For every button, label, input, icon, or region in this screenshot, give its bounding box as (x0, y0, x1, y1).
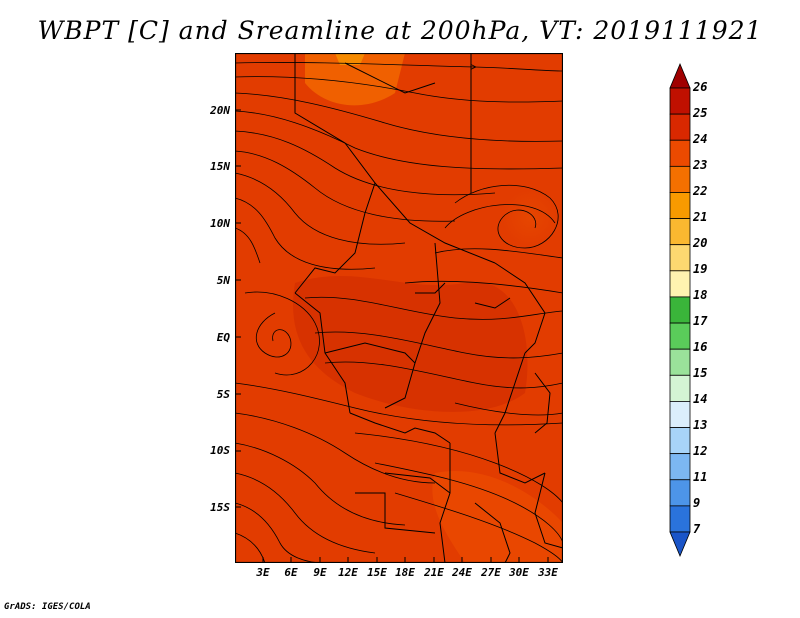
colorbar-swatch (669, 165, 691, 193)
colorbar-swatch (669, 531, 691, 558)
wbpt-pale-region (335, 53, 365, 65)
cbar-label-23: 23 (693, 158, 708, 172)
cbar-label-9: 9 (693, 496, 701, 510)
streamline-map (235, 53, 563, 563)
cbar-label-14: 14 (693, 392, 708, 406)
cbar-label-24: 24 (693, 132, 708, 146)
wbpt-warm-region (293, 275, 528, 412)
wbpt-cool-region-se (432, 471, 563, 563)
chart-title: WBPT [C] and Sreamline at 200hPa, VT: 20… (37, 16, 763, 45)
colorbar-swatch (669, 218, 691, 246)
colorbar-swatch (669, 505, 691, 533)
cbar-label-12: 12 (693, 444, 708, 458)
lon-label-33e: 33E (538, 566, 558, 579)
cbar-label-11: 11 (693, 470, 708, 484)
lon-label-21e: 21E (424, 566, 444, 579)
lon-label-15e: 15E (367, 566, 387, 579)
wbpt-cool-region (305, 53, 405, 106)
lat-label-20n: 20N (210, 104, 230, 117)
cbar-label-22: 22 (693, 184, 708, 198)
colorbar-swatch (669, 270, 691, 298)
lon-label-18e: 18E (395, 566, 415, 579)
lat-label-15n: 15N (210, 160, 230, 173)
colorbar-swatch (669, 62, 691, 89)
colorbar-swatch (669, 244, 691, 272)
lat-label-10s: 10S (210, 444, 230, 457)
map-frame (235, 53, 563, 563)
colorbar-swatch (669, 296, 691, 324)
lat-label-eq: EQ (216, 331, 230, 344)
country-borders (294, 53, 563, 563)
cbar-label-7: 7 (693, 522, 701, 536)
colorbar-swatch (669, 348, 691, 376)
lon-label-6e: 6E (284, 566, 298, 579)
lon-label-3e: 3E (256, 566, 270, 579)
cbar-label-26: 26 (693, 80, 708, 94)
lat-label-15s: 15S (210, 501, 230, 514)
colorbar-swatch (669, 453, 691, 481)
lat-label-5n: 5N (216, 274, 230, 287)
grads-credit: GrADS: IGES/COLA (4, 602, 91, 612)
colorbar-swatch (669, 401, 691, 428)
cbar-label-13: 13 (693, 418, 708, 432)
colorbar-swatch (669, 113, 691, 141)
colorbar-swatch (669, 374, 691, 402)
cbar-label-15: 15 (693, 366, 708, 380)
lon-label-27e: 27E (481, 566, 501, 579)
lat-label-10n: 10N (210, 217, 230, 230)
colorbar-swatch (669, 139, 691, 167)
lat-label-5s: 5S (216, 388, 230, 401)
cbar-label-18: 18 (693, 288, 708, 302)
colorbar-swatch (669, 87, 691, 115)
colorbar (669, 62, 691, 558)
cbar-label-21: 21 (693, 210, 708, 224)
cbar-label-19: 19 (693, 262, 708, 276)
colorbar-swatch (669, 192, 691, 219)
cbar-label-17: 17 (693, 314, 708, 328)
cbar-label-16: 16 (693, 340, 708, 354)
colorbar-swatch (669, 322, 691, 350)
colorbar-swatch (669, 479, 691, 507)
lon-label-9e: 9E (313, 566, 327, 579)
lon-label-24e: 24E (452, 566, 472, 579)
colorbar-swatch (669, 427, 691, 455)
vortex-fill (502, 190, 558, 246)
lon-label-30e: 30E (509, 566, 529, 579)
cbar-label-25: 25 (693, 106, 708, 120)
cbar-label-20: 20 (693, 236, 708, 250)
lon-label-12e: 12E (338, 566, 358, 579)
